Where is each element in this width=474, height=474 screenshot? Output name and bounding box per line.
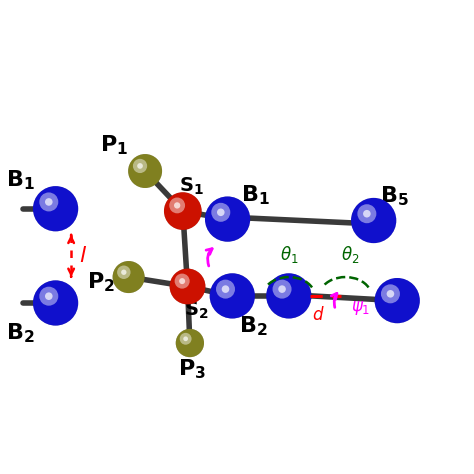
Circle shape bbox=[266, 273, 311, 319]
Text: $\theta_2$: $\theta_2$ bbox=[341, 244, 359, 265]
Circle shape bbox=[176, 329, 204, 357]
Text: $\mathbf{P_3}$: $\mathbf{P_3}$ bbox=[178, 357, 206, 381]
Text: $\mathbf{P_2}$: $\mathbf{P_2}$ bbox=[87, 270, 115, 293]
Circle shape bbox=[113, 261, 145, 293]
Text: $\mathbf{B_1}$: $\mathbf{B_1}$ bbox=[240, 184, 269, 207]
Text: $d$: $d$ bbox=[312, 306, 325, 324]
Circle shape bbox=[121, 270, 127, 275]
Circle shape bbox=[205, 197, 250, 242]
Text: $\mathbf{B_1}$: $\mathbf{B_1}$ bbox=[6, 169, 35, 192]
Text: $\mathbf{S_2}$: $\mathbf{S_2}$ bbox=[184, 300, 208, 321]
Text: $\mathbf{B_2}$: $\mathbf{B_2}$ bbox=[239, 315, 268, 338]
Circle shape bbox=[33, 280, 78, 326]
Circle shape bbox=[357, 204, 376, 223]
Circle shape bbox=[387, 290, 394, 298]
Circle shape bbox=[381, 284, 400, 303]
Text: $\mathbf{P_1}$: $\mathbf{P_1}$ bbox=[100, 133, 128, 157]
Circle shape bbox=[170, 269, 205, 304]
Circle shape bbox=[39, 287, 58, 306]
Circle shape bbox=[205, 197, 250, 242]
Circle shape bbox=[183, 337, 188, 341]
Circle shape bbox=[222, 285, 229, 293]
Circle shape bbox=[170, 269, 205, 304]
Circle shape bbox=[180, 333, 191, 345]
Circle shape bbox=[169, 198, 185, 213]
Circle shape bbox=[273, 280, 292, 299]
Circle shape bbox=[351, 198, 396, 243]
Circle shape bbox=[33, 280, 78, 326]
Circle shape bbox=[45, 292, 53, 300]
Circle shape bbox=[211, 203, 230, 222]
Circle shape bbox=[217, 209, 225, 216]
Circle shape bbox=[174, 273, 190, 289]
Circle shape bbox=[174, 202, 180, 209]
Circle shape bbox=[210, 273, 255, 319]
Text: $\mathbf{B_2}$: $\mathbf{B_2}$ bbox=[6, 322, 35, 346]
Circle shape bbox=[128, 154, 162, 188]
Circle shape bbox=[39, 192, 58, 211]
Circle shape bbox=[278, 285, 286, 293]
Circle shape bbox=[179, 278, 185, 284]
Circle shape bbox=[210, 273, 255, 319]
Circle shape bbox=[374, 278, 420, 323]
Circle shape bbox=[137, 163, 143, 169]
Circle shape bbox=[266, 273, 311, 319]
Circle shape bbox=[113, 261, 145, 293]
Circle shape bbox=[117, 265, 130, 279]
Circle shape bbox=[33, 186, 78, 231]
Circle shape bbox=[33, 186, 78, 231]
Circle shape bbox=[176, 329, 204, 357]
Circle shape bbox=[351, 198, 396, 243]
Text: $\psi_1$: $\psi_1$ bbox=[351, 299, 370, 317]
Circle shape bbox=[164, 192, 201, 230]
Circle shape bbox=[363, 210, 371, 218]
Text: $\theta_1$: $\theta_1$ bbox=[280, 244, 298, 265]
Circle shape bbox=[128, 154, 162, 188]
Text: $\mathbf{S_1}$: $\mathbf{S_1}$ bbox=[179, 176, 204, 197]
Circle shape bbox=[164, 192, 201, 230]
Text: $\mathbf{B_5}$: $\mathbf{B_5}$ bbox=[381, 184, 409, 208]
Circle shape bbox=[374, 278, 420, 323]
Circle shape bbox=[216, 280, 235, 299]
Circle shape bbox=[133, 159, 147, 173]
Text: $l$: $l$ bbox=[79, 246, 87, 266]
Text: $\psi_3$: $\psi_3$ bbox=[218, 222, 237, 240]
Circle shape bbox=[45, 198, 53, 206]
